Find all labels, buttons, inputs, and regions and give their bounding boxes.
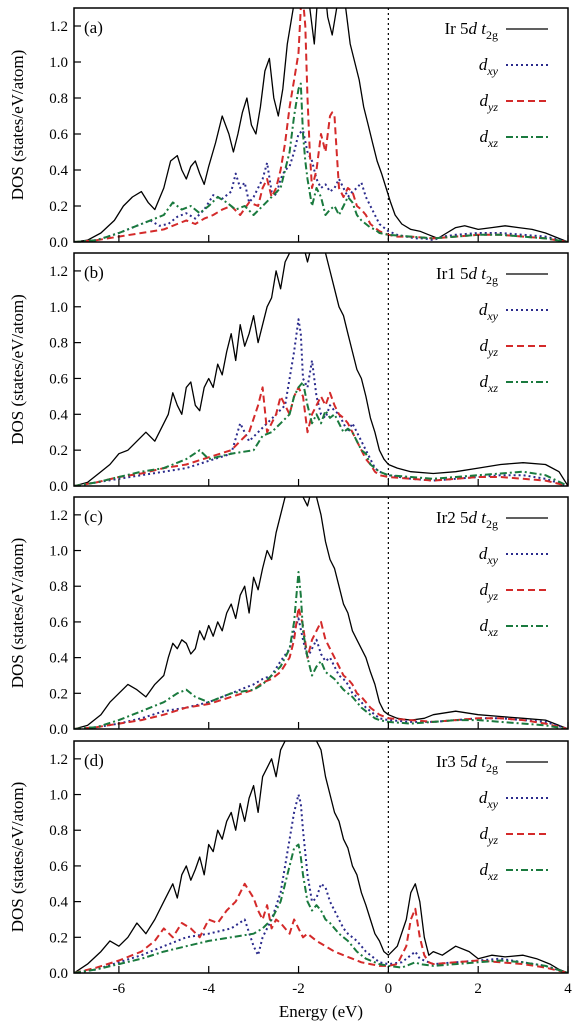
y-tick-label: 0.4 [49,895,68,911]
y-tick-label: 0.8 [49,336,68,352]
y-tick-label: 0.2 [49,443,68,459]
y-tick-label: 0.4 [49,163,68,179]
y-tick-label: 0.6 [49,615,68,631]
y-axis-label: DOS (states/eV/atom) [8,538,27,689]
x-tick-label: 0 [385,981,393,997]
y-tick-label: 0.8 [49,579,68,595]
panel-label: (d) [84,751,104,770]
series-line-2g [74,253,568,486]
dos-panel: 0.0 0.2 0.4 0.6 0.8 1.0 1.2 DOS (states/eV/atom… [8,7,569,251]
y-tick-label: 0.2 [49,199,68,215]
plot-frame [73,252,569,487]
y-tick-label: 0.6 [49,371,68,387]
panel-label: (b) [84,263,104,282]
plot-frame [73,7,569,243]
y-tick-label: 0.6 [49,127,68,143]
legend-entry: dxz [480,860,499,883]
y-tick-label: 0.0 [49,966,68,982]
y-tick-label: 1.2 [49,752,68,768]
legend-entry: Ir 5d t2g [444,19,498,42]
x-tick-label: 4 [564,981,572,997]
legend-entry: dyz [480,336,499,359]
y-tick-label: 0.4 [49,651,68,667]
y-tick-label: 0.0 [49,479,68,495]
y-tick-label: 1.2 [49,264,68,280]
x-tick-label: -4 [202,981,215,997]
legend-entry: dyz [480,91,499,114]
legend-entry: Ir3 5d t2g [436,752,498,775]
y-tick-label: 1.2 [49,19,68,35]
legend-entry: dxz [480,127,499,150]
y-axis-label: DOS (states/eV/atom) [8,782,27,933]
series-line-xy [74,129,568,242]
series-line-xz [74,381,568,486]
y-tick-label: 0.0 [49,235,68,251]
legend-entry: dxz [480,372,499,395]
legend-entry: dyz [480,580,499,603]
x-tick-label: -6 [113,981,126,997]
y-tick-label: 1.0 [49,300,68,316]
series-line-yz [74,882,568,973]
legend-entry: dyz [480,824,499,847]
y-tick-label: 0.8 [49,823,68,839]
legend-entry: dxy [479,544,499,567]
y-tick-label: 1.0 [49,55,68,71]
legend-entry: Ir2 5d t2g [436,508,498,531]
series-line-xz [74,843,568,973]
y-tick-label: 1.0 [49,544,68,560]
legend-entry: dxy [479,55,499,78]
y-axis-label: DOS (states/eV/atom) [8,50,27,201]
series-line-xz [74,82,568,242]
plot-frame [73,496,569,730]
plot-frame [73,740,569,974]
x-tick-label: 2 [474,981,482,997]
series-line-yz [74,606,568,729]
series-line-2g [74,497,568,729]
legend-entry: dxz [480,616,499,639]
y-tick-label: 0.8 [49,91,68,107]
y-tick-label: 0.6 [49,859,68,875]
x-axis-label: Energy (eV) [279,1002,363,1021]
series-line-yz [74,386,568,486]
y-tick-label: 1.2 [49,508,68,524]
dos-panel: 0.0 0.2 0.4 0.6 0.8 1.0 1.2 DOS (states/eV/atom… [8,252,569,495]
dos-panel: 0.0 0.2 0.4 0.6 0.8 1.0 1.2 -6 -4 -2 0 2 4 DOS (state… [8,740,572,1021]
panel-label: (a) [84,18,103,37]
y-axis-label: DOS (states/eV/atom) [8,294,27,445]
y-tick-label: 0.2 [49,686,68,702]
panel-label: (c) [84,507,103,526]
series-line-2g [74,8,568,242]
series-line-xy [74,617,568,729]
legend-entry: dxy [479,300,499,323]
y-tick-label: 0.4 [49,407,68,423]
legend-entry: Ir1 5d t2g [436,264,498,287]
y-tick-label: 0.0 [49,722,68,738]
y-tick-label: 1.0 [49,788,68,804]
series-line-xz [74,571,568,729]
legend-entry: dxy [479,788,499,811]
dos-panel: 0.0 0.2 0.4 0.6 0.8 1.0 1.2 DOS (states/eV/atom… [8,496,569,738]
series-line-xy [74,793,568,973]
series-line-2g [74,741,568,973]
x-tick-label: -2 [292,981,305,997]
y-tick-label: 0.2 [49,930,68,946]
series-line-xy [74,318,568,486]
